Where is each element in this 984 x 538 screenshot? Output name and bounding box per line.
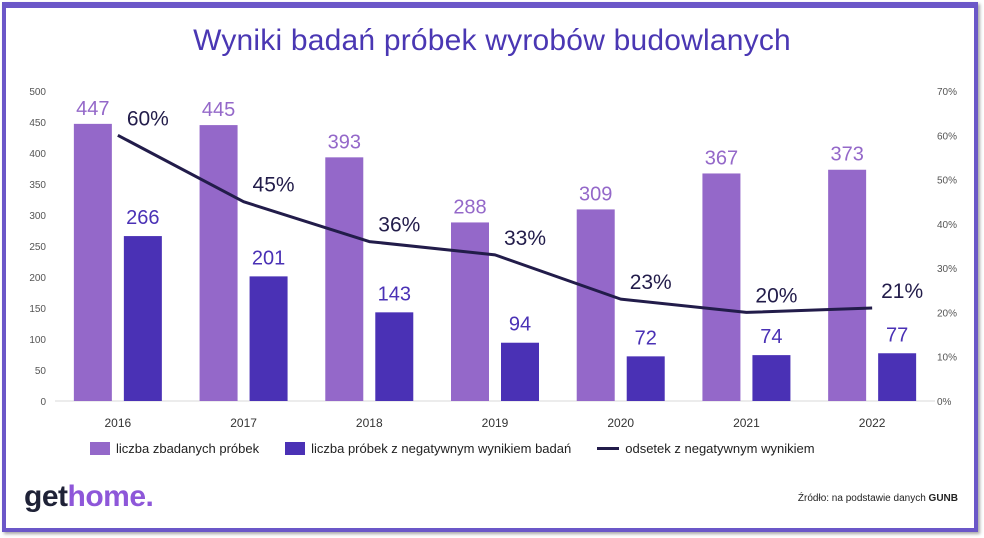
data-label-share: 45%	[253, 174, 295, 197]
y-left-tick-label: 450	[29, 118, 46, 129]
y-left-tick-label: 300	[29, 211, 46, 222]
source-note: Źródło: na podstawie danych GUNB	[798, 493, 958, 504]
data-label-negative: 94	[509, 314, 531, 336]
x-tick-label: 2018	[356, 416, 383, 430]
legend-swatch-tested	[90, 442, 110, 455]
data-label-negative: 143	[378, 283, 411, 305]
x-tick-label: 2020	[607, 416, 634, 430]
data-label-share: 21%	[881, 280, 923, 303]
source-org: GUNB	[928, 493, 958, 504]
data-label-negative: 201	[252, 247, 285, 269]
data-label-tested: 367	[705, 147, 738, 169]
data-label-tested: 447	[76, 98, 109, 120]
chart-frame	[2, 2, 978, 532]
x-tick-label: 2021	[733, 416, 760, 430]
y-left-tick-label: 0	[40, 397, 46, 408]
x-tick-label: 2019	[482, 416, 509, 430]
data-label-negative: 74	[760, 326, 782, 348]
legend-item-share: odsetek z negatywnym wynikiem	[597, 441, 815, 456]
bar-tested	[576, 209, 615, 401]
legend-label-share: odsetek z negatywnym wynikiem	[625, 441, 815, 456]
y-right-tick-label: 60%	[937, 131, 957, 142]
data-label-negative: 72	[635, 327, 657, 349]
y-left-tick-label: 400	[29, 149, 46, 160]
y-right-tick-label: 40%	[937, 220, 957, 231]
legend-label-tested: liczba zbadanych próbek	[116, 441, 260, 456]
logo-part-home: home.	[67, 480, 154, 513]
x-tick-label: 2022	[859, 416, 886, 430]
y-left-tick-label: 200	[29, 273, 46, 284]
y-left-tick-label: 150	[29, 304, 46, 315]
data-label-negative: 77	[886, 324, 908, 346]
bar-tested	[73, 123, 112, 402]
data-label-negative: 266	[126, 207, 159, 229]
bar-negative	[375, 312, 414, 401]
y-left-tick-label: 500	[29, 87, 46, 98]
data-label-share: 23%	[630, 271, 672, 294]
legend-swatch-negative	[285, 442, 306, 455]
data-label-tested: 445	[202, 99, 235, 121]
bar-negative	[626, 356, 665, 401]
logo-part-get: get	[24, 480, 68, 513]
bar-negative	[249, 276, 288, 401]
y-left-tick-label: 50	[35, 366, 47, 377]
x-tick-label: 2016	[105, 416, 132, 430]
legend: liczba zbadanych próbek liczba próbek z …	[90, 441, 920, 456]
y-left-tick-label: 350	[29, 180, 46, 191]
bar-negative	[501, 342, 539, 401]
line-share	[117, 133, 873, 314]
y-right-tick-label: 20%	[937, 308, 957, 319]
data-label-tested: 373	[830, 144, 863, 166]
legend-label-negative: liczba próbek z negatywnym wynikiem bada…	[311, 441, 572, 456]
y-right-tick-label: 10%	[937, 353, 957, 364]
legend-item-tested: liczba zbadanych próbek	[90, 441, 259, 456]
gethome-logo: gethome.	[24, 480, 154, 514]
y-right-tick-label: 30%	[937, 264, 957, 275]
data-label-share: 20%	[755, 284, 797, 307]
chart-title: Wyniki badań próbek wyrobów budowlanych	[193, 24, 791, 57]
y-left-tick-label: 100	[29, 335, 46, 346]
legend-item-negative: liczba próbek z negatywnym wynikiem bada…	[285, 441, 571, 456]
source-prefix: Źródło: na podstawie danych	[797, 493, 929, 504]
bar-negative	[123, 236, 162, 401]
y-right-tick-label: 50%	[937, 176, 957, 187]
data-label-share: 33%	[504, 227, 546, 250]
bar-tested	[325, 157, 364, 401]
bar-tested	[451, 222, 489, 401]
bar-negative	[878, 353, 917, 401]
bar-tested	[702, 173, 741, 401]
bar-negative	[752, 355, 791, 401]
legend-swatch-share	[597, 447, 620, 450]
y-left-tick-label: 250	[29, 242, 46, 253]
x-tick-label: 2017	[230, 416, 257, 430]
y-right-tick-label: 70%	[937, 87, 957, 98]
data-label-tested: 393	[328, 131, 361, 153]
data-label-share: 60%	[127, 107, 169, 130]
bar-tested	[828, 169, 867, 401]
y-right-tick-label: 0%	[937, 397, 952, 408]
data-label-share: 36%	[378, 214, 420, 237]
bar-tested	[199, 125, 238, 401]
data-label-tested: 309	[579, 183, 612, 205]
data-label-tested: 288	[453, 196, 486, 218]
